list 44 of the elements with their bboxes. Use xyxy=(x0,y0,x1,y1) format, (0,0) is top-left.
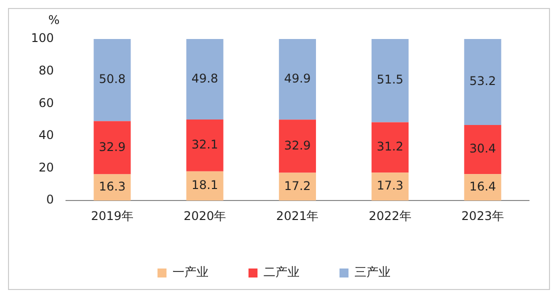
y-tick-label: 20 xyxy=(38,160,54,174)
data-label: 30.4 xyxy=(469,142,496,156)
data-label: 17.3 xyxy=(376,178,404,193)
data-label: 31.2 xyxy=(376,140,404,154)
data-label: 53.2 xyxy=(469,74,496,88)
data-label: 49.8 xyxy=(191,71,218,86)
bar xyxy=(278,172,316,201)
legend-label: 一产业 xyxy=(172,265,208,280)
data-label: 17.2 xyxy=(284,178,311,193)
bar xyxy=(464,124,502,174)
bar xyxy=(372,122,409,173)
legend-label: 三产业 xyxy=(354,265,390,280)
x-tick-label: 2019年 xyxy=(90,208,134,223)
y-tick-label: 60 xyxy=(38,96,54,110)
bar xyxy=(186,171,224,201)
bar xyxy=(464,39,502,125)
y-tick-label: 0 xyxy=(46,192,54,207)
data-label: 16.4 xyxy=(469,179,496,194)
y-tick-label: 80 xyxy=(38,63,54,78)
bar xyxy=(372,172,409,201)
bar xyxy=(372,39,409,122)
x-tick-label: 2021年 xyxy=(276,208,319,223)
bar xyxy=(94,121,131,174)
y-tick-label: 40 xyxy=(38,128,54,142)
bar xyxy=(186,119,224,172)
data-label: 50.8 xyxy=(98,72,126,86)
bar xyxy=(278,120,316,173)
bar xyxy=(94,39,131,122)
data-label: 32.1 xyxy=(191,138,218,152)
data-label: 32.9 xyxy=(98,140,126,154)
x-tick-label: 2022年 xyxy=(368,208,412,223)
data-label: 18.1 xyxy=(191,178,218,192)
y-tick-label: 100 xyxy=(31,31,54,46)
bar xyxy=(278,39,316,120)
bar xyxy=(186,39,224,120)
data-label: 51.5 xyxy=(376,72,404,87)
x-tick-label: 2023年 xyxy=(461,208,504,223)
bar xyxy=(464,174,502,201)
data-label: 32.9 xyxy=(284,138,311,152)
y-axis-title: % xyxy=(48,13,60,28)
x-tick-label: 2020年 xyxy=(184,208,226,223)
data-label: 16.3 xyxy=(98,180,126,194)
data-label: 49.9 xyxy=(284,71,311,86)
legend-label: 二产业 xyxy=(264,265,300,280)
